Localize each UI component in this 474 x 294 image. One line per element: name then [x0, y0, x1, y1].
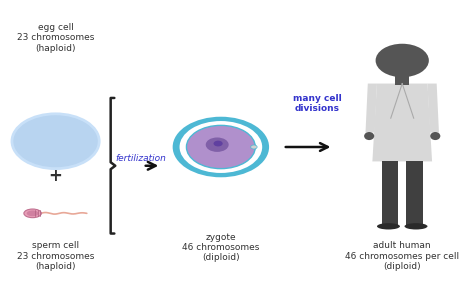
Text: fertilization: fertilization — [115, 154, 166, 163]
Circle shape — [180, 121, 262, 173]
Text: egg cell
23 chromosomes
(haploid): egg cell 23 chromosomes (haploid) — [17, 23, 94, 53]
Text: +: + — [49, 167, 63, 185]
Circle shape — [12, 114, 99, 169]
Text: many cell
divisions: many cell divisions — [293, 94, 342, 113]
Circle shape — [186, 125, 255, 169]
Text: sperm cell
23 chromosomes
(haploid): sperm cell 23 chromosomes (haploid) — [17, 241, 94, 271]
Ellipse shape — [364, 132, 374, 140]
Circle shape — [375, 44, 429, 77]
Point — [35, 214, 40, 218]
FancyBboxPatch shape — [406, 161, 423, 225]
FancyBboxPatch shape — [395, 69, 409, 85]
Polygon shape — [428, 83, 439, 133]
Ellipse shape — [404, 223, 428, 230]
Ellipse shape — [377, 223, 400, 230]
Ellipse shape — [24, 209, 41, 218]
Circle shape — [213, 141, 223, 146]
Circle shape — [251, 145, 257, 149]
Text: adult human
46 chromosomes per cell
(diploid): adult human 46 chromosomes per cell (dip… — [345, 241, 459, 271]
Point — [33, 214, 38, 218]
FancyBboxPatch shape — [382, 161, 398, 225]
Circle shape — [173, 117, 269, 177]
Point — [37, 214, 43, 218]
Ellipse shape — [27, 211, 38, 216]
Point — [35, 209, 40, 212]
Point — [33, 209, 38, 212]
Point — [37, 209, 43, 212]
Circle shape — [206, 138, 228, 152]
Polygon shape — [373, 83, 432, 161]
Polygon shape — [365, 83, 377, 133]
Ellipse shape — [430, 132, 440, 140]
Text: zygote
46 chromosomes
(diploid): zygote 46 chromosomes (diploid) — [182, 233, 260, 262]
